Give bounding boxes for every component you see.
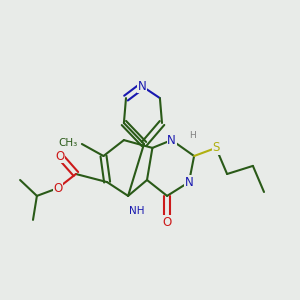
Text: N: N xyxy=(137,80,146,93)
Text: CH₃: CH₃ xyxy=(58,137,77,148)
Text: O: O xyxy=(53,182,62,195)
Text: N: N xyxy=(167,134,176,147)
Text: O: O xyxy=(56,149,64,163)
Text: N: N xyxy=(184,176,194,189)
Text: H: H xyxy=(189,131,195,140)
Text: S: S xyxy=(212,141,220,154)
Text: O: O xyxy=(163,215,172,229)
Text: NH: NH xyxy=(129,206,144,217)
